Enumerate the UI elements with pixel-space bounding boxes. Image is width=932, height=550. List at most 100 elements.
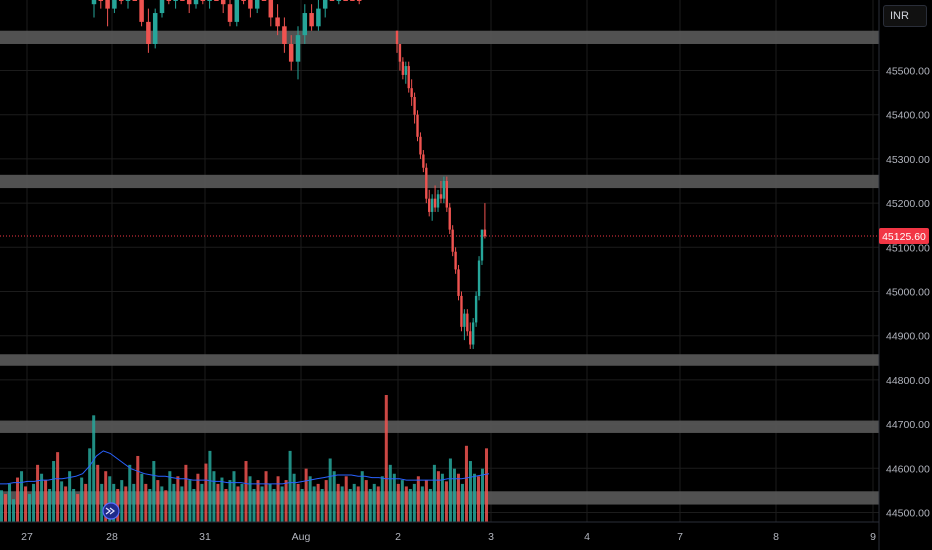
volume-bar bbox=[68, 471, 72, 522]
candle-body bbox=[302, 13, 308, 36]
volume-bar bbox=[304, 468, 308, 522]
volume-bar bbox=[28, 494, 32, 522]
volume-bar bbox=[96, 464, 100, 522]
volume-bar bbox=[388, 464, 392, 522]
volume-bar bbox=[60, 481, 64, 522]
volume-bar bbox=[376, 486, 380, 522]
candle-body bbox=[410, 88, 413, 98]
volume-bar bbox=[204, 463, 208, 522]
flag-icon bbox=[105, 507, 115, 515]
candle-body bbox=[477, 260, 481, 296]
zone-band-2 bbox=[0, 354, 879, 366]
candle-body bbox=[125, 0, 131, 1]
candle-body bbox=[329, 0, 335, 1]
time-tick-label[interactable]: 4 bbox=[584, 531, 590, 543]
volume-bar bbox=[140, 473, 144, 522]
volume-bar bbox=[328, 458, 332, 522]
volume-bar bbox=[128, 464, 132, 522]
time-tick-label[interactable]: 8 bbox=[773, 531, 779, 543]
candle-body bbox=[268, 0, 274, 18]
volume-bar bbox=[468, 461, 472, 522]
candle-body bbox=[152, 13, 158, 44]
candle-body bbox=[457, 269, 460, 296]
candle-body bbox=[288, 43, 294, 62]
candle-body bbox=[316, 8, 321, 27]
volume-bar bbox=[408, 488, 412, 522]
time-tick-label[interactable]: Aug bbox=[292, 531, 311, 543]
candle-body bbox=[430, 198, 434, 212]
volume-bar bbox=[104, 471, 108, 522]
time-tick-label[interactable]: 28 bbox=[106, 531, 118, 543]
volume-bar bbox=[184, 464, 188, 522]
candle-body bbox=[439, 194, 443, 199]
candle-body bbox=[448, 207, 451, 230]
volume-bar bbox=[4, 494, 8, 522]
price-axis-ticks: 44500.00 44600.00 44700.00 44800.00 44900.00… bbox=[886, 66, 930, 520]
volume-bar bbox=[440, 473, 444, 522]
time-tick-label[interactable]: 7 bbox=[677, 531, 683, 543]
zone-band-1 bbox=[0, 174, 879, 189]
volume-bar bbox=[120, 480, 124, 522]
volume-bar bbox=[164, 490, 168, 522]
volume-bar bbox=[392, 473, 396, 522]
time-axis-ticks[interactable]: 27 28 31 Aug 2 3 4 7 8 9 bbox=[21, 531, 876, 543]
price-tick-label: 44600.00 bbox=[886, 463, 930, 475]
volume-bar bbox=[424, 480, 428, 522]
candle-body bbox=[413, 97, 416, 115]
volume-bar bbox=[260, 486, 264, 522]
volume-bar bbox=[484, 448, 488, 522]
volume-bar bbox=[368, 488, 372, 522]
volume-bar bbox=[200, 483, 204, 522]
price-axis-background[interactable] bbox=[879, 0, 932, 550]
volume-bar bbox=[324, 480, 328, 522]
volume-bar bbox=[40, 473, 44, 522]
candle-body bbox=[350, 0, 355, 1]
candle-body bbox=[193, 0, 199, 5]
price-tick-label: 45000.00 bbox=[886, 287, 930, 299]
volume-bar bbox=[292, 473, 296, 522]
volume-bar bbox=[300, 488, 304, 522]
volume-bar bbox=[316, 483, 320, 522]
candle-body bbox=[425, 167, 428, 199]
currency-button[interactable]: INR bbox=[883, 5, 927, 27]
time-tick-label[interactable]: 9 bbox=[870, 531, 876, 543]
volume-bar bbox=[32, 483, 36, 522]
candle-body bbox=[214, 0, 219, 1]
candle-body bbox=[442, 181, 446, 199]
time-tick-label[interactable]: 3 bbox=[488, 531, 494, 543]
candle-body bbox=[454, 251, 457, 270]
volume-bar bbox=[24, 486, 28, 522]
price-tick-label: 45400.00 bbox=[886, 110, 930, 122]
volume-bar bbox=[152, 461, 156, 522]
time-tick-label[interactable]: 2 bbox=[395, 531, 401, 543]
candle-body bbox=[419, 136, 422, 155]
candle-body bbox=[428, 198, 431, 212]
volume-bar bbox=[16, 477, 20, 522]
price-tick-label: 45500.00 bbox=[886, 66, 930, 78]
volume-bar bbox=[256, 480, 260, 522]
volume-bar bbox=[308, 476, 312, 522]
price-tick-label: 45300.00 bbox=[886, 154, 930, 166]
volume-bar bbox=[352, 483, 356, 522]
candle-body bbox=[227, 4, 233, 22]
candle-body bbox=[282, 26, 287, 44]
volume-bar bbox=[472, 473, 476, 522]
candle-body bbox=[234, 0, 240, 22]
volume-bar bbox=[0, 490, 4, 522]
zone-band-3 bbox=[0, 420, 879, 433]
volume-bar bbox=[432, 464, 436, 522]
volume-badge[interactable] bbox=[102, 502, 120, 520]
time-tick-label[interactable]: 31 bbox=[199, 531, 211, 543]
candle-body bbox=[436, 194, 440, 208]
volume-bar bbox=[464, 445, 468, 522]
time-tick-label[interactable]: 27 bbox=[21, 531, 33, 543]
candle-body bbox=[105, 0, 110, 9]
candle-body bbox=[422, 154, 425, 168]
price-tick-label: 45200.00 bbox=[886, 198, 930, 210]
candle-body bbox=[112, 0, 117, 9]
volume-bar bbox=[264, 471, 268, 522]
volume-bar bbox=[208, 450, 212, 522]
volume-bar bbox=[176, 476, 180, 522]
volume-bar bbox=[340, 486, 344, 522]
